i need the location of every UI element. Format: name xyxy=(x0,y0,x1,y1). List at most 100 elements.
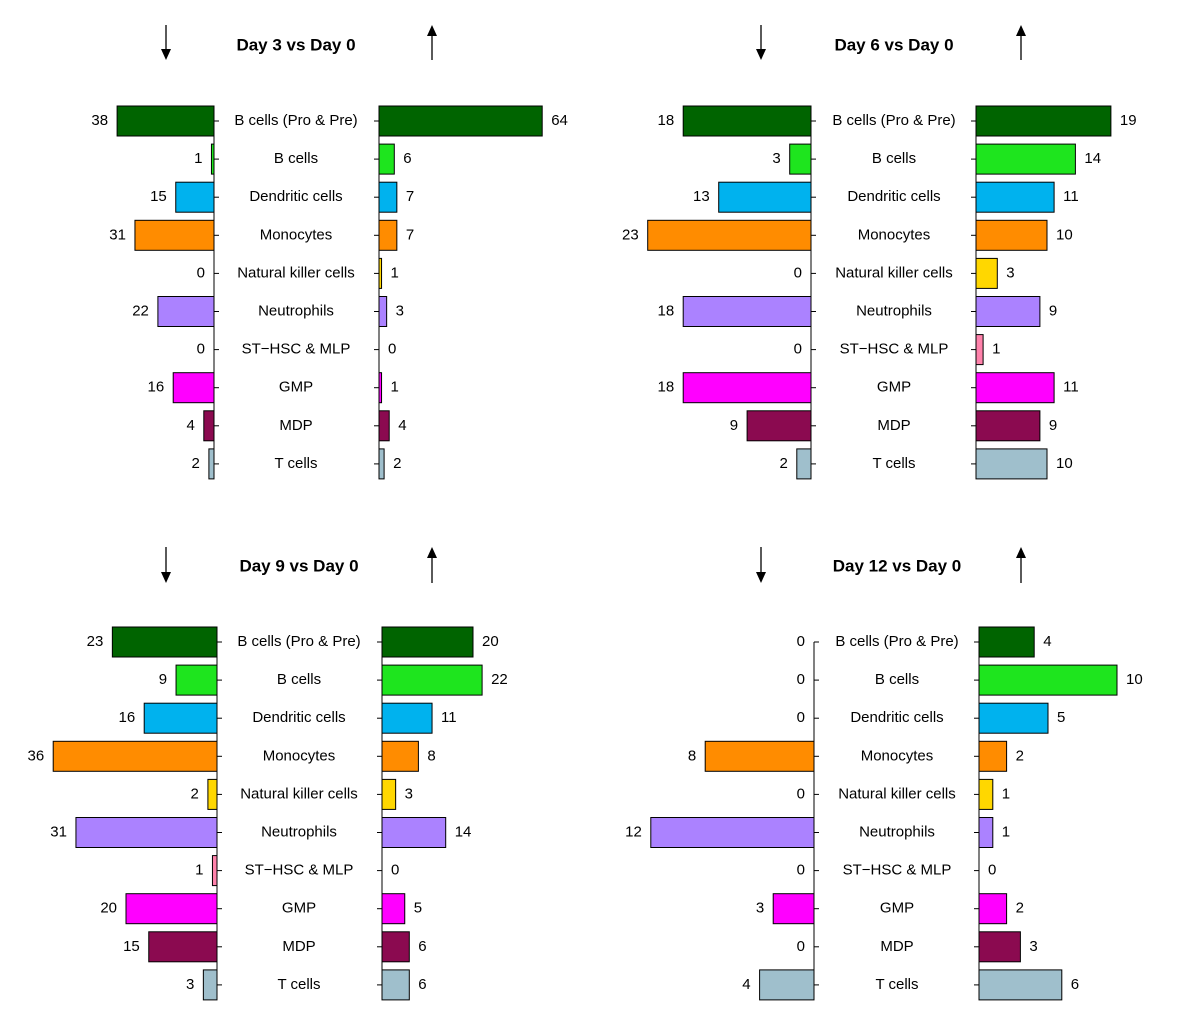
bar-down-monocytes xyxy=(52,740,218,772)
category-label: GMP xyxy=(279,379,313,396)
data-label-up: 64 xyxy=(551,112,568,129)
right-axis xyxy=(971,120,977,465)
bar-up-dendritic-cells xyxy=(381,702,433,734)
category-label: Dendritic cells xyxy=(847,188,940,205)
bar-down-mdp xyxy=(746,410,812,442)
bar-up-gmp xyxy=(381,893,406,925)
bar-down-t-cells xyxy=(202,969,218,1001)
bar-down-neutrophils xyxy=(157,296,215,327)
bar-up-natural-killer-cells xyxy=(975,257,998,289)
data-label-down: 0 xyxy=(794,341,802,358)
data-label-down: 0 xyxy=(797,862,805,879)
category-label: Neutrophils xyxy=(856,302,932,319)
bar-down-neutrophils xyxy=(650,817,815,848)
bar-down-dendritic-cells xyxy=(175,181,215,213)
up-arrow-icon xyxy=(1016,547,1026,583)
left-axis xyxy=(216,641,222,986)
right-axis xyxy=(377,641,383,986)
right-axis xyxy=(374,120,380,465)
bar-down-mdp xyxy=(203,410,215,442)
data-label-down: 0 xyxy=(197,341,205,358)
data-label-down: 18 xyxy=(658,302,675,319)
bar-up-dendritic-cells xyxy=(978,702,1049,734)
bar-down-t-cells xyxy=(796,448,812,480)
data-label-up: 3 xyxy=(1006,264,1014,281)
data-label-down: 23 xyxy=(87,633,104,650)
data-label-up: 4 xyxy=(1043,633,1051,650)
category-label: MDP xyxy=(282,938,315,955)
chart-panel-3: Day 9 vs Day 023 20B cells (Pro & Pre)9 22… xyxy=(28,547,508,1001)
bar-down-neutrophils xyxy=(75,817,218,848)
data-label-up: 1 xyxy=(1002,785,1010,802)
category-label: ST−HSC & MLP xyxy=(242,341,351,358)
data-label-up: 3 xyxy=(396,302,404,319)
data-label-down: 1 xyxy=(195,862,203,879)
bar-up-gmp xyxy=(978,893,1008,925)
data-label-up: 3 xyxy=(405,785,413,802)
bar-down-gmp xyxy=(172,372,215,404)
chart-panel-4: Day 12 vs Day 00 4B cells (Pro & Pre)0 10B… xyxy=(625,547,1143,1001)
data-label-down: 22 xyxy=(132,302,149,319)
data-label-up: 11 xyxy=(1063,379,1079,396)
category-label: Monocytes xyxy=(260,226,333,243)
data-label-down: 4 xyxy=(742,976,750,993)
bar-up-neutrophils xyxy=(975,296,1041,327)
data-label-up: 4 xyxy=(398,417,406,434)
data-label-up: 22 xyxy=(491,671,508,688)
data-label-down: 31 xyxy=(109,226,126,243)
category-label: B cells xyxy=(875,671,919,688)
bar-down-t-cells xyxy=(208,448,215,480)
category-label: T cells xyxy=(872,455,915,472)
category-label: Natural killer cells xyxy=(838,785,956,802)
bar-up-monocytes xyxy=(975,219,1048,251)
bar-up-neutrophils xyxy=(978,817,994,848)
category-label: Monocytes xyxy=(861,747,934,764)
chart-title: Day 9 vs Day 0 xyxy=(239,556,358,575)
bar-up-b-cells xyxy=(381,664,483,696)
data-label-up: 1 xyxy=(1002,823,1010,840)
left-axis xyxy=(813,641,819,986)
data-label-up: 3 xyxy=(1029,938,1037,955)
data-label-up: 9 xyxy=(1049,302,1057,319)
bar-up-b-cells-pro-pre xyxy=(978,626,1035,658)
data-label-up: 8 xyxy=(427,747,435,764)
bar-down-st-hsc-mlp xyxy=(211,855,218,887)
bar-up-monocytes xyxy=(381,740,419,772)
data-label-down: 9 xyxy=(159,671,167,688)
chart-panel-1: Day 3 vs Day 038 64B cells (Pro & Pre)1 6B… xyxy=(91,25,568,480)
data-label-up: 5 xyxy=(1057,709,1065,726)
data-label-up: 11 xyxy=(1063,188,1079,205)
bar-up-mdp xyxy=(975,410,1041,442)
data-label-down: 1 xyxy=(194,150,202,167)
data-label-up: 1 xyxy=(391,379,399,396)
data-label-down: 15 xyxy=(150,188,167,205)
right-axis xyxy=(974,641,980,986)
category-label: B cells xyxy=(277,671,321,688)
bar-up-b-cells-pro-pre xyxy=(378,105,543,137)
data-label-up: 2 xyxy=(1016,900,1024,917)
bar-up-st-hsc-mlp xyxy=(975,334,984,366)
data-label-up: 0 xyxy=(391,862,399,879)
data-label-up: 10 xyxy=(1056,455,1073,472)
category-label: Neutrophils xyxy=(258,302,334,319)
category-label: Neutrophils xyxy=(261,823,337,840)
category-label: MDP xyxy=(877,417,910,434)
data-label-down: 9 xyxy=(730,417,738,434)
category-label: MDP xyxy=(880,938,913,955)
bar-up-natural-killer-cells xyxy=(978,778,994,810)
category-label: B cells (Pro & Pre) xyxy=(832,112,955,129)
data-label-down: 0 xyxy=(797,671,805,688)
data-label-up: 10 xyxy=(1056,226,1073,243)
bar-up-b-cells-pro-pre xyxy=(975,105,1112,137)
down-arrow-icon xyxy=(756,547,766,583)
bar-up-dendritic-cells xyxy=(378,181,398,213)
category-label: Natural killer cells xyxy=(237,264,355,281)
bar-up-mdp xyxy=(978,931,1021,963)
data-label-down: 15 xyxy=(123,938,140,955)
chart-title: Day 3 vs Day 0 xyxy=(236,35,355,54)
data-label-down: 2 xyxy=(191,785,199,802)
bar-up-b-cells xyxy=(378,143,395,175)
data-label-down: 8 xyxy=(688,747,696,764)
bar-up-gmp xyxy=(975,372,1055,404)
